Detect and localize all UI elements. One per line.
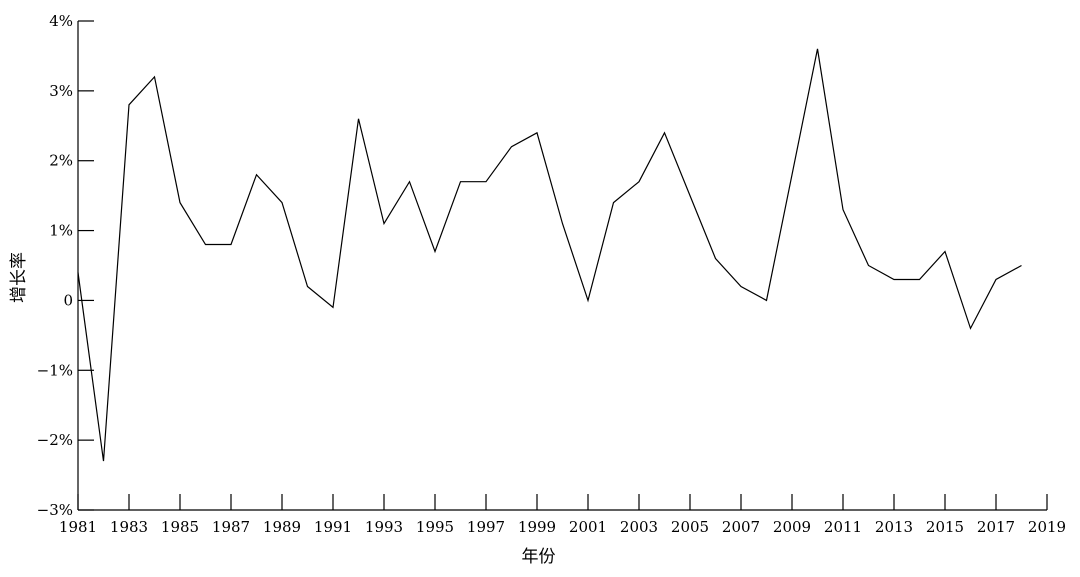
- x-tick-label: 1985: [161, 518, 199, 536]
- x-axis: 1981 1983 1985 1987 1989 1991 1993 1995 1997 1999…: [59, 494, 1066, 536]
- x-tick-label: 2013: [875, 518, 913, 536]
- y-tick-label: 4%: [49, 12, 73, 30]
- x-tick-label: 2015: [926, 518, 964, 536]
- x-tick-label: 1983: [110, 518, 148, 536]
- x-tick-label: 2019: [1028, 518, 1066, 536]
- y-tick-label: −1%: [37, 361, 73, 379]
- x-tick-label: 1995: [416, 518, 454, 536]
- x-tick-label: 1999: [518, 518, 556, 536]
- y-tick-label: −3%: [37, 501, 73, 519]
- y-tick-label: 3%: [49, 82, 73, 100]
- x-axis-title: 年份: [522, 547, 556, 567]
- series-line: [77, 48, 1022, 462]
- y-tick-label: −2%: [37, 431, 73, 449]
- x-tick-label: 2017: [977, 518, 1015, 536]
- y-axis-title: 增长率: [9, 252, 29, 303]
- y-tick-label: 2%: [49, 152, 73, 170]
- y-axis: −3% −2% −1% 0 1% 2% 3% 4%: [37, 12, 94, 519]
- x-tick-label: 1981: [59, 518, 97, 536]
- series-group: [77, 48, 1022, 462]
- x-tick-label: 2011: [824, 518, 862, 536]
- x-tick-label: 1987: [212, 518, 250, 536]
- x-tick-label: 2001: [569, 518, 607, 536]
- x-tick-label: 2009: [773, 518, 811, 536]
- x-tick-label: 1991: [314, 518, 352, 536]
- x-tick-label: 1997: [467, 518, 505, 536]
- x-tick-label: 1993: [365, 518, 403, 536]
- x-tick-label: 2005: [671, 518, 709, 536]
- x-tick-label: 1989: [263, 518, 301, 536]
- x-tick-label: 2003: [620, 518, 658, 536]
- y-tick-label: 0: [63, 291, 73, 309]
- x-tick-label: 2007: [722, 518, 760, 536]
- y-tick-label: 1%: [49, 222, 73, 240]
